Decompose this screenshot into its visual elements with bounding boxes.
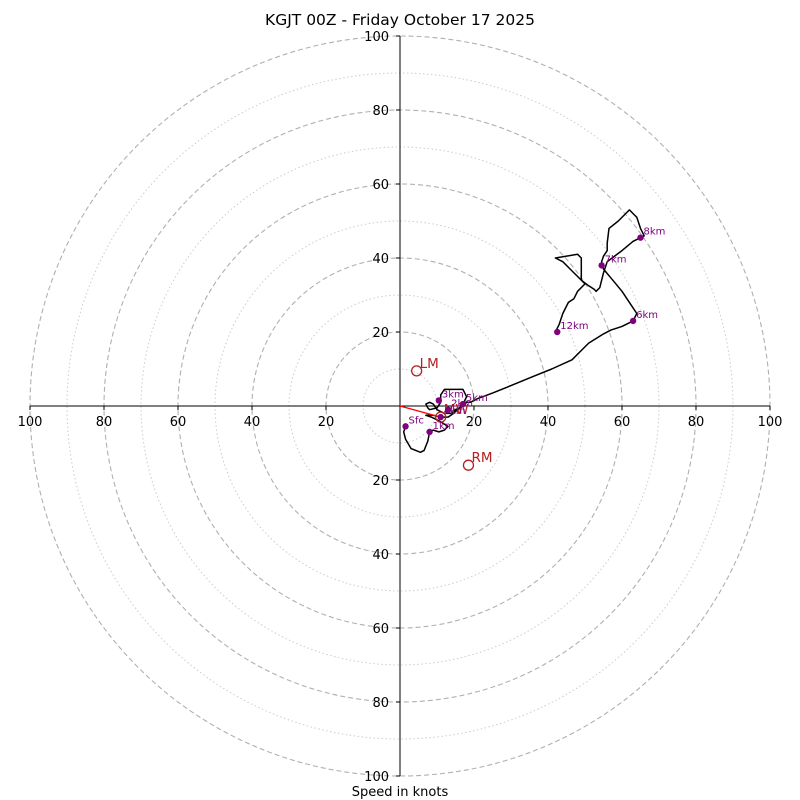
height-marker-point <box>459 400 467 408</box>
height-markers: Sfc1km2km3km4km5km6km7km8km12km <box>402 227 666 436</box>
height-marker-point <box>637 234 644 241</box>
height-marker-label: 1km <box>433 421 455 432</box>
y-tick-label: 20 <box>372 326 389 341</box>
height-marker-label: 7km <box>605 254 627 265</box>
x-tick-label: 40 <box>244 415 261 430</box>
y-tick-label: 100 <box>364 770 389 785</box>
storm-motion-label: LM <box>420 356 439 372</box>
y-tick-label: 40 <box>372 252 389 267</box>
chart-title: KGJT 00Z - Friday October 17 2025 <box>265 11 535 29</box>
x-tick-label: 100 <box>18 415 43 430</box>
height-marker-point <box>402 423 409 430</box>
height-marker-point <box>437 413 444 421</box>
x-tick-label: 20 <box>466 415 483 430</box>
y-tick-label: 80 <box>372 104 389 119</box>
x-axis-label: Speed in knots <box>352 785 449 800</box>
height-marker-point <box>554 328 561 336</box>
height-marker-point <box>426 428 433 436</box>
y-tick-label: 40 <box>372 548 389 563</box>
y-tick-label: 100 <box>364 30 389 45</box>
x-tick-label: 40 <box>540 415 557 430</box>
x-tick-label: 60 <box>614 415 631 430</box>
height-marker-label: 8km <box>644 227 666 238</box>
height-marker-label: 12km <box>560 321 588 332</box>
shear-vector <box>399 405 441 418</box>
height-marker-label: 6km <box>636 310 658 321</box>
x-tick-label: 80 <box>688 415 705 430</box>
x-tick-label: 80 <box>96 415 113 430</box>
height-marker-point <box>598 262 605 269</box>
height-marker-label: 4km <box>444 406 466 417</box>
x-tick-label: 100 <box>758 415 783 430</box>
height-marker-label: 5km <box>466 393 488 404</box>
tick-labels: 100 80 60 40 20 20 40 60 80 100 100 80 60 40 20 20 40 60 8… <box>18 30 783 785</box>
y-tick-label: 60 <box>372 622 389 637</box>
storm-motion-point <box>435 411 447 423</box>
height-marker-point <box>444 406 452 413</box>
height-marker-label: Sfc <box>409 415 424 426</box>
height-marker-label: 3km <box>442 389 464 400</box>
y-tick-label: 20 <box>372 474 389 489</box>
storm-motion-point <box>462 459 475 471</box>
height-marker-point <box>629 317 637 325</box>
x-tick-label: 20 <box>318 415 335 430</box>
storm-motion-label: RM <box>471 450 492 466</box>
y-tick-label: 80 <box>372 696 389 711</box>
y-tick-label: 60 <box>372 178 389 193</box>
height-marker-point <box>435 397 443 404</box>
x-tick-label: 60 <box>170 415 187 430</box>
storm-motion-point <box>410 365 423 377</box>
